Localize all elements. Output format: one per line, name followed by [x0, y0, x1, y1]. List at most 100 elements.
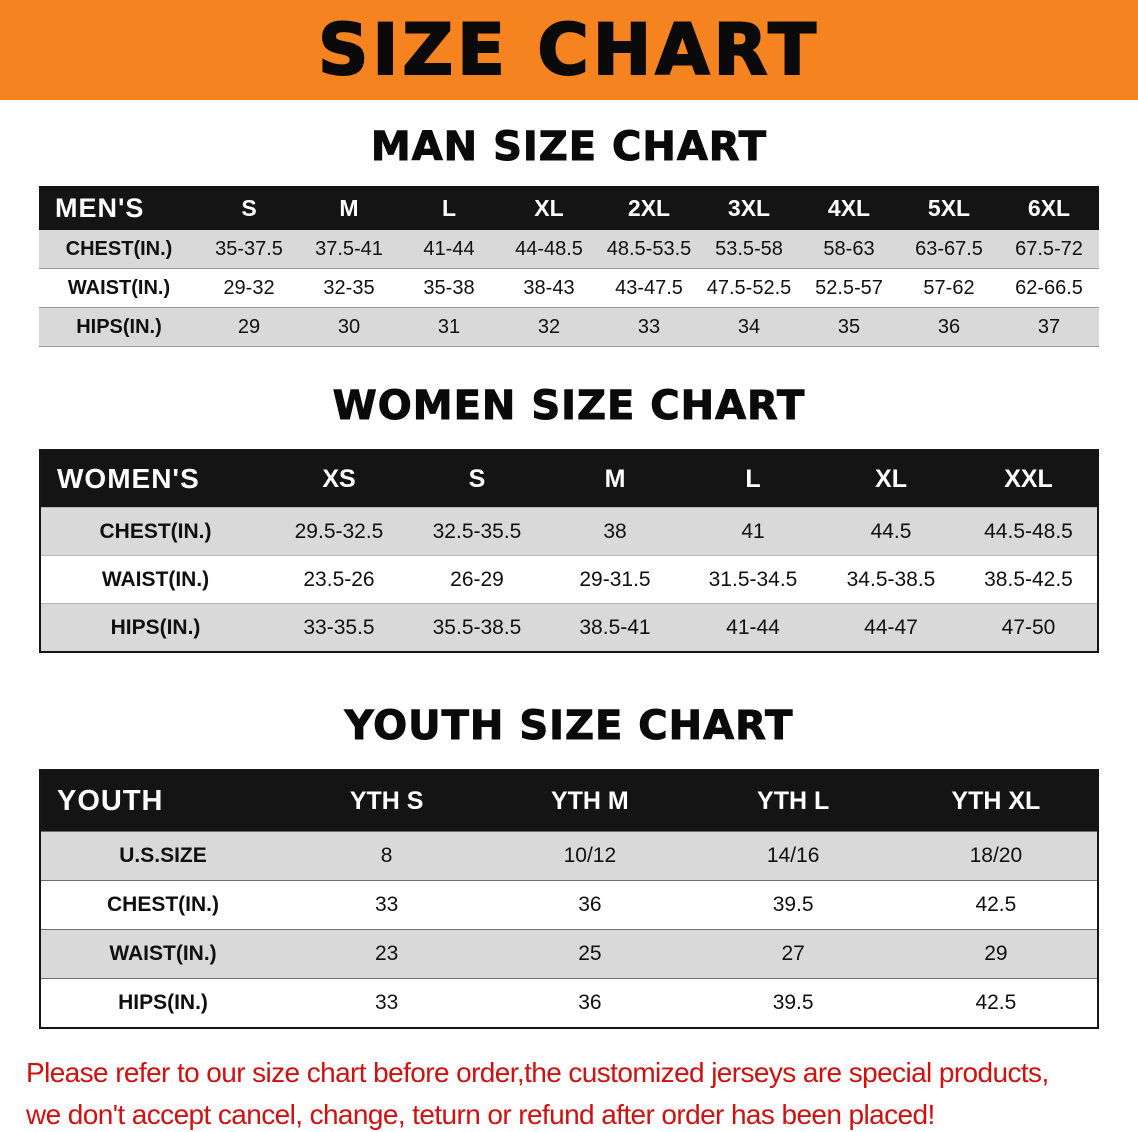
- size-value: 44.5: [870, 519, 912, 543]
- size-value: 44.5-48.5: [984, 519, 1073, 543]
- youth-size-section: YOUTH SIZE CHART YOUTH YTH S YTH M YTH L…: [0, 703, 1138, 1029]
- size-value: 57-62: [923, 276, 975, 299]
- size-value: 38.5-41: [579, 615, 651, 639]
- size-value: 18/20: [969, 844, 1023, 867]
- page-title: SIZE CHART: [317, 8, 821, 92]
- column-header: 2XL: [599, 186, 699, 230]
- size-value: 39.5: [772, 893, 814, 916]
- row-label: WAIST(IN.): [101, 567, 210, 591]
- column-header: YTH S: [285, 770, 489, 832]
- table-row: CHEST(IN.) 29.5-32.5 32.5-35.5 38 41 44.…: [40, 507, 1098, 556]
- row-label: WAIST(IN.): [67, 276, 171, 299]
- size-value: 67.5-72: [1015, 237, 1083, 260]
- size-value: 35-38: [423, 276, 475, 299]
- column-header: XL: [822, 450, 960, 508]
- size-value: 25: [578, 942, 602, 965]
- table-row: HIPS(IN.) 33 36 39.5 42.5: [40, 978, 1098, 1029]
- size-value: 34: [737, 315, 761, 338]
- column-header: XS: [270, 450, 408, 508]
- size-value: 10/12: [563, 844, 617, 867]
- row-label: HIPS(IN.): [118, 991, 208, 1014]
- table-row: U.S.SIZE 8 10/12 14/16 18/20: [40, 831, 1098, 881]
- disclaimer: Please refer to our size chart before or…: [26, 1057, 1138, 1131]
- youth-header-row: YOUTH YTH S YTH M YTH L YTH XL: [40, 770, 1098, 832]
- table-row: WAIST(IN.) 23.5-26 26-29 29-31.5 31.5-34…: [40, 555, 1098, 604]
- column-header: 6XL: [999, 186, 1099, 230]
- table-row: CHEST(IN.) 33 36 39.5 42.5: [40, 880, 1098, 930]
- column-header: S: [408, 450, 546, 508]
- column-header: 4XL: [799, 186, 899, 230]
- size-value: 58-63: [823, 237, 875, 260]
- size-value: 31: [437, 315, 461, 338]
- women-table-label: WOMEN'S: [40, 450, 270, 508]
- youth-section-title: YOUTH SIZE CHART: [344, 703, 794, 750]
- table-row: HIPS(IN.) 29 30 31 32 33 34 35 36 37: [39, 307, 1099, 347]
- table-row: HIPS(IN.) 33-35.5 35.5-38.5 38.5-41 41-4…: [40, 603, 1098, 652]
- column-header: XL: [499, 186, 599, 230]
- size-value: 43-47.5: [615, 276, 683, 299]
- size-value: 31.5-34.5: [708, 567, 798, 591]
- women-size-table: WOMEN'S XS S M L XL XXL CHEST(IN.) 29.5-…: [39, 449, 1099, 653]
- row-label: HIPS(IN.): [110, 615, 201, 639]
- size-value: 36: [937, 315, 961, 338]
- disclaimer-line-1: Please refer to our size chart before or…: [26, 1057, 1049, 1088]
- men-section-title: MAN SIZE CHART: [370, 124, 768, 171]
- row-label: HIPS(IN.): [76, 315, 162, 338]
- column-header: S: [199, 186, 299, 230]
- size-value: 33: [374, 893, 399, 916]
- size-value: 53.5-58: [715, 237, 783, 260]
- size-value: 52.5-57: [815, 276, 883, 299]
- size-value: 29-31.5: [579, 567, 651, 591]
- size-value: 29-32: [223, 276, 275, 299]
- size-value: 29.5-32.5: [294, 519, 384, 543]
- column-header: L: [399, 186, 499, 230]
- table-row: WAIST(IN.) 23 25 27 29: [40, 929, 1098, 979]
- size-value: 42.5: [975, 991, 1017, 1014]
- size-value: 47.5-52.5: [706, 276, 792, 299]
- column-header: YTH XL: [894, 770, 1098, 832]
- banner: SIZE CHART: [0, 0, 1138, 100]
- size-value: 26-29: [450, 567, 504, 591]
- size-value: 30: [337, 315, 361, 338]
- column-header: 5XL: [899, 186, 999, 230]
- column-header: L: [684, 450, 822, 508]
- table-row: CHEST(IN.) 35-37.5 37.5-41 41-44 44-48.5…: [39, 230, 1099, 269]
- youth-size-table: YOUTH YTH S YTH M YTH L YTH XL U.S.SIZE …: [39, 769, 1099, 1029]
- size-value: 35: [837, 315, 861, 338]
- size-value: 32: [537, 315, 561, 338]
- size-value: 44-48.5: [515, 237, 583, 260]
- size-value: 48.5-53.5: [606, 237, 692, 260]
- column-header: YTH L: [691, 770, 895, 832]
- size-value: 23.5-26: [303, 567, 375, 591]
- size-value: 41: [741, 519, 765, 543]
- size-value: 41-44: [726, 615, 780, 639]
- disclaimer-line-2: we don't accept cancel, change, teturn o…: [26, 1099, 935, 1130]
- size-value: 38: [603, 519, 627, 543]
- women-section-title: WOMEN SIZE CHART: [332, 383, 806, 430]
- size-value: 37.5-41: [315, 237, 383, 260]
- size-value: 36: [578, 893, 602, 916]
- size-value: 8: [380, 844, 393, 867]
- column-header: 3XL: [699, 186, 799, 230]
- size-value: 44-47: [864, 615, 918, 639]
- size-value: 37: [1037, 315, 1061, 338]
- youth-table-label: YOUTH: [40, 770, 285, 832]
- size-value: 23: [374, 942, 399, 965]
- row-label: U.S.SIZE: [119, 844, 207, 867]
- size-value: 35-37.5: [215, 237, 283, 260]
- row-label: CHEST(IN.): [65, 237, 173, 260]
- column-header: XXL: [960, 450, 1098, 508]
- size-value: 35.5-38.5: [432, 615, 522, 639]
- size-value: 14/16: [766, 844, 820, 867]
- size-value: 29: [237, 315, 261, 338]
- men-size-table: MEN'S S M L XL 2XL 3XL 4XL 5XL 6XL CHEST…: [39, 186, 1099, 347]
- size-value: 34.5-38.5: [846, 567, 936, 591]
- row-label: CHEST(IN.): [99, 519, 212, 543]
- women-header-row: WOMEN'S XS S M L XL XXL: [40, 450, 1098, 508]
- size-value: 27: [781, 942, 805, 965]
- men-size-section: MAN SIZE CHART MEN'S S M L XL 2XL 3XL 4X…: [0, 124, 1138, 347]
- size-value: 29: [984, 942, 1008, 965]
- size-value: 63-67.5: [915, 237, 983, 260]
- size-value: 33: [374, 991, 399, 1014]
- men-table-label: MEN'S: [39, 186, 199, 230]
